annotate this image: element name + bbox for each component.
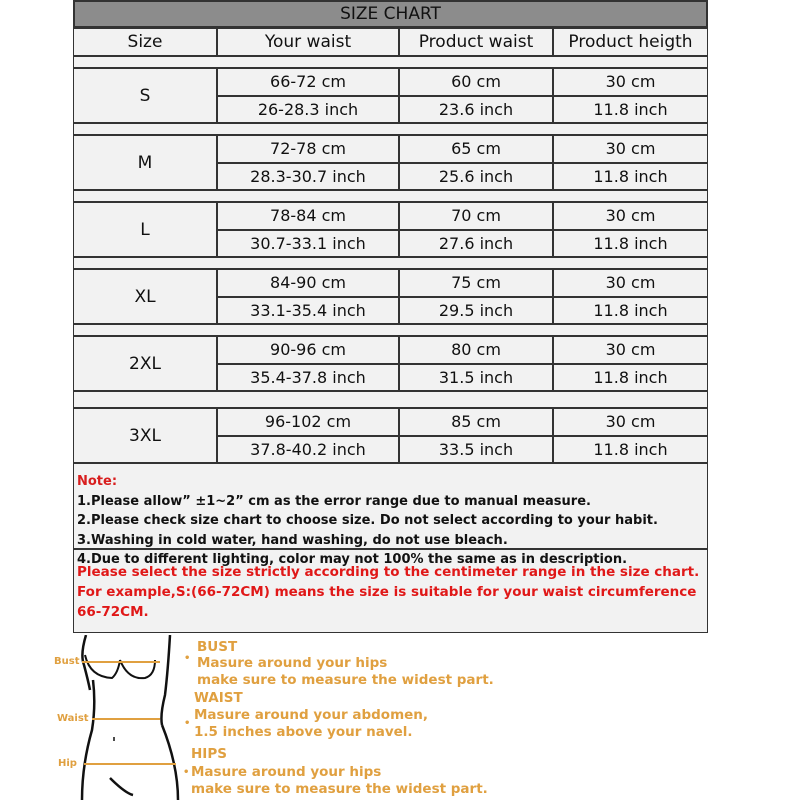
product-waist-cell: 60 cm — [399, 68, 553, 96]
bullet-icon: • — [183, 767, 190, 778]
your-waist-cell: 78-84 cm — [217, 202, 399, 230]
size-cell: L — [73, 202, 217, 257]
header-product-waist: Product waist — [399, 28, 553, 56]
warning-box: Please select the size strictly accordin… — [73, 549, 708, 633]
note-item: 2.Please check size chart to choose size… — [77, 513, 658, 528]
product-waist-cell: 70 cm — [399, 202, 553, 230]
product-height-cell: 11.8 inch — [553, 162, 708, 190]
hips-line2: make sure to measure the widest part. — [191, 781, 488, 797]
your-waist-cell: 30.7-33.1 inch — [217, 229, 399, 257]
size-cell: 3XL — [73, 408, 217, 463]
your-waist-cell: 35.4-37.8 inch — [217, 363, 399, 391]
product-waist-cell: 65 cm — [399, 135, 553, 163]
product-height-cell: 30 cm — [553, 202, 708, 230]
product-height-cell: 30 cm — [553, 68, 708, 96]
hip-label: Hip — [58, 758, 77, 769]
notes-box: Note: 1.Please allow” ±1~2” cm as the er… — [73, 463, 708, 567]
table-row-cm: 66-72 cm 60 cm 30 cm — [217, 68, 708, 96]
chart-title: SIZE CHART — [73, 0, 708, 28]
header-row: Size Your waist Product waist Product he… — [73, 28, 708, 56]
size-group: XL 84-90 cm 75 cm 30 cm 33.1-35.4 inch 29.5 i… — [73, 269, 708, 324]
table-row-cm: 90-96 cm 80 cm 30 cm — [217, 336, 708, 364]
product-height-cell: 11.8 inch — [553, 363, 708, 391]
your-waist-cell: 33.1-35.4 inch — [217, 296, 399, 324]
bust-line2: make sure to measure the widest part. — [197, 672, 494, 688]
size-group: S 66-72 cm 60 cm 30 cm 26-28.3 inch 23.6 inch… — [73, 68, 708, 123]
warning-line: Please select the size strictly accordin… — [77, 564, 700, 580]
table-row-cm: 78-84 cm 70 cm 30 cm — [217, 202, 708, 230]
your-waist-cell: 90-96 cm — [217, 336, 399, 364]
size-group: M 72-78 cm 65 cm 30 cm 28.3-30.7 inch 25.6 in… — [73, 135, 708, 190]
bullet-icon: • — [184, 653, 191, 664]
size-cell: S — [73, 68, 217, 123]
product-height-cell: 30 cm — [553, 336, 708, 364]
warning-line: For example,S:(66-72CM) means the size i… — [77, 584, 697, 620]
row-spacer — [73, 190, 708, 202]
bullet-icon: • — [184, 718, 191, 729]
product-height-cell: 30 cm — [553, 269, 708, 297]
your-waist-cell: 26-28.3 inch — [217, 95, 399, 123]
product-waist-cell: 29.5 inch — [399, 296, 553, 324]
header-product-height: Product heigth — [553, 28, 708, 56]
notes-heading: Note: — [77, 474, 118, 489]
size-chart: SIZE CHART Size Your waist Product waist… — [73, 0, 708, 633]
product-waist-cell: 80 cm — [399, 336, 553, 364]
product-height-cell: 11.8 inch — [553, 296, 708, 324]
row-spacer — [73, 257, 708, 269]
hips-title: HIPS — [191, 746, 227, 762]
your-waist-cell: 66-72 cm — [217, 68, 399, 96]
your-waist-cell: 96-102 cm — [217, 408, 399, 436]
product-height-cell: 30 cm — [553, 408, 708, 436]
size-group: L 78-84 cm 70 cm 30 cm 30.7-33.1 inch 27.6 in… — [73, 202, 708, 257]
waist-line2: 1.5 inches above your navel. — [194, 724, 413, 740]
bust-title: BUST — [197, 639, 238, 655]
size-group: 2XL 90-96 cm 80 cm 30 cm 35.4-37.8 inch 31.5 … — [73, 336, 708, 391]
product-height-cell: 11.8 inch — [553, 229, 708, 257]
product-waist-cell: 23.6 inch — [399, 95, 553, 123]
table-row-inch: 30.7-33.1 inch 27.6 inch 11.8 inch — [217, 229, 708, 257]
table-row-inch: 26-28.3 inch 23.6 inch 11.8 inch — [217, 95, 708, 123]
waist-line1: Masure around your abdomen, — [194, 707, 429, 723]
waist-title: WAIST — [194, 690, 243, 706]
product-waist-cell: 75 cm — [399, 269, 553, 297]
header-size: Size — [73, 28, 217, 56]
bust-label: Bust — [54, 656, 80, 667]
your-waist-cell: 84-90 cm — [217, 269, 399, 297]
row-spacer — [73, 56, 708, 68]
table-row-cm: 96-102 cm 85 cm 30 cm — [217, 408, 708, 436]
size-group: 3XL 96-102 cm 85 cm 30 cm 37.8-40.2 inch 33.5… — [73, 408, 708, 463]
product-waist-cell: 85 cm — [399, 408, 553, 436]
bust-line1: Masure around your hips — [197, 655, 388, 671]
product-height-cell: 30 cm — [553, 135, 708, 163]
table-row-inch: 37.8-40.2 inch 33.5 inch 11.8 inch — [217, 435, 708, 463]
your-waist-cell: 28.3-30.7 inch — [217, 162, 399, 190]
table-row-inch: 33.1-35.4 inch 29.5 inch 11.8 inch — [217, 296, 708, 324]
your-waist-cell: 37.8-40.2 inch — [217, 435, 399, 463]
table-row-cm: 84-90 cm 75 cm 30 cm — [217, 269, 708, 297]
hips-line1: Masure around your hips — [191, 764, 382, 780]
measurement-guide: Bust Waist Hip BUST • Masure around your… — [0, 635, 800, 800]
table-row-inch: 35.4-37.8 inch 31.5 inch 11.8 inch — [217, 363, 708, 391]
your-waist-cell: 72-78 cm — [217, 135, 399, 163]
row-spacer — [73, 391, 708, 408]
product-height-cell: 11.8 inch — [553, 95, 708, 123]
note-item: 4.Due to different lighting, color may n… — [77, 552, 628, 567]
size-cell: M — [73, 135, 217, 190]
size-cell: XL — [73, 269, 217, 324]
product-waist-cell: 27.6 inch — [399, 229, 553, 257]
row-spacer — [73, 324, 708, 336]
note-item: 3.Washing in cold water, hand washing, d… — [77, 532, 508, 548]
table-row-cm: 72-78 cm 65 cm 30 cm — [217, 135, 708, 163]
table-row-inch: 28.3-30.7 inch 25.6 inch 11.8 inch — [217, 162, 708, 190]
product-height-cell: 11.8 inch — [553, 435, 708, 463]
note-item: 1.Please allow” ±1~2” cm as the error ra… — [77, 493, 591, 509]
product-waist-cell: 31.5 inch — [399, 363, 553, 391]
product-waist-cell: 33.5 inch — [399, 435, 553, 463]
waist-label: Waist — [57, 713, 89, 724]
header-your-waist: Your waist — [217, 28, 399, 56]
product-waist-cell: 25.6 inch — [399, 162, 553, 190]
body-figure-icon — [80, 635, 180, 800]
row-spacer — [73, 123, 708, 135]
size-cell: 2XL — [73, 336, 217, 391]
